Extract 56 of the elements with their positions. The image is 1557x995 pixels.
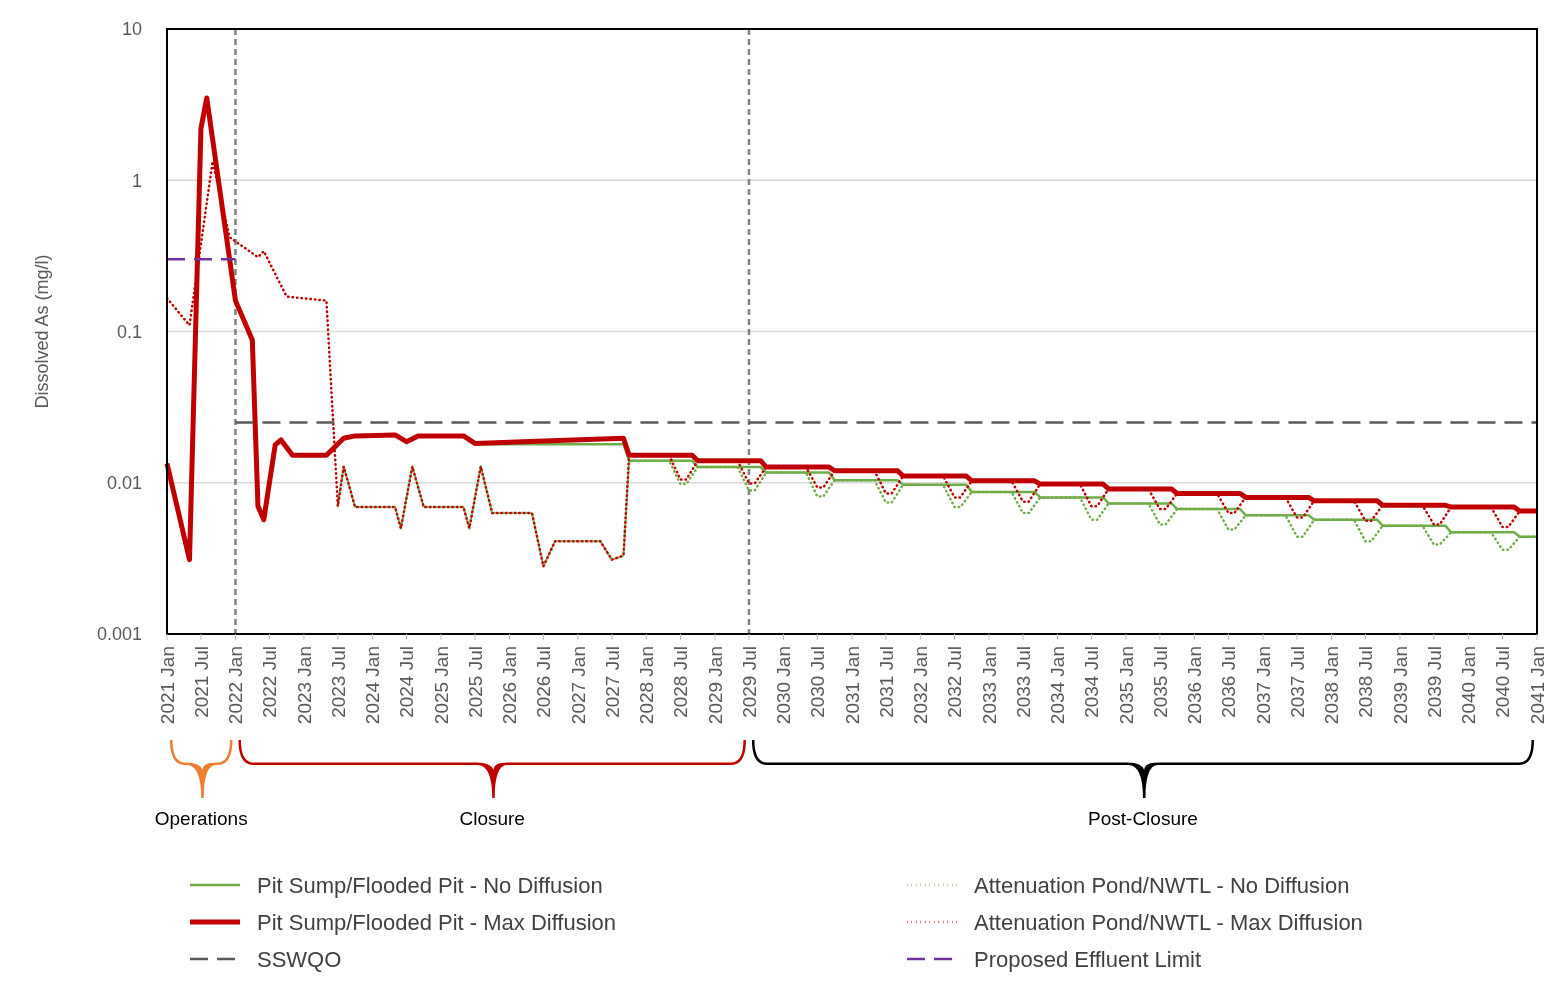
x-tick-label: 2036 Jan — [1184, 646, 1206, 725]
legend-label: SSWQO — [257, 946, 342, 972]
x-tick-label: 2040 Jul — [1492, 646, 1514, 718]
x-tick-label: 2023 Jul — [327, 646, 349, 718]
y-tick-label: 0.001 — [96, 624, 142, 645]
legend-label: Pit Sump/Flooded Pit - Max Diffusion — [257, 909, 617, 935]
x-tick-label: 2034 Jan — [1047, 646, 1069, 725]
x-tick-label: 2033 Jul — [1012, 646, 1034, 718]
x-tick-label: 2040 Jan — [1458, 646, 1480, 725]
x-tick-label: 2027 Jan — [567, 646, 589, 725]
text: Operations — [154, 808, 248, 829]
x-tick-label: 2041 Jan — [1526, 646, 1548, 725]
x-tick-label: 2021 Jan — [156, 646, 178, 725]
x-tick-label: 2026 Jul — [533, 646, 555, 718]
x-tick-label: 2035 Jan — [1115, 646, 1137, 725]
y-tick-label: 10 — [121, 19, 142, 40]
x-tick-label: 2032 Jul — [944, 646, 966, 718]
y-axis-title: Dissolved As (mg/l) — [32, 254, 52, 409]
x-tick-label: 2026 Jan — [499, 646, 521, 725]
y-tick-label: 0.1 — [116, 321, 142, 342]
x-tick-label: 2038 Jul — [1355, 646, 1377, 718]
x-tick-label: 2035 Jul — [1149, 646, 1171, 718]
x-tick-label: 2025 Jul — [464, 646, 486, 718]
x-tick-label: 2024 Jul — [396, 646, 418, 718]
legend-label: Attenuation Pond/NWTL - No Diffusion — [974, 872, 1350, 898]
x-tick-label: 2025 Jan — [430, 646, 452, 725]
x-tick-label: 2031 Jan — [841, 646, 863, 725]
x-tick-label: 2039 Jul — [1423, 646, 1445, 718]
x-tick-label: 2029 Jul — [738, 646, 760, 718]
x-tick-label: 2022 Jan — [225, 646, 247, 725]
x-tick-label: 2033 Jan — [978, 646, 1000, 725]
x-tick-label: 2024 Jan — [362, 646, 384, 725]
x-tick-label: 2030 Jul — [807, 646, 829, 718]
x-tick-label: 2031 Jul — [875, 646, 897, 718]
y-tick-label: 0.01 — [106, 473, 142, 494]
x-tick-label: 2027 Jul — [601, 646, 623, 718]
x-tick-label: 2022 Jul — [259, 646, 281, 718]
x-tick-label: 2039 Jan — [1389, 646, 1411, 725]
x-tick-label: 2037 Jul — [1286, 646, 1308, 718]
x-tick-label: 2032 Jan — [910, 646, 932, 725]
x-tick-label: 2037 Jan — [1252, 646, 1274, 725]
legend-label: Attenuation Pond/NWTL - Max Diffusion — [974, 909, 1363, 935]
x-tick-label: 2038 Jan — [1321, 646, 1343, 725]
x-tick-label: 2030 Jan — [773, 646, 795, 725]
text: Closure — [459, 808, 525, 829]
x-tick-label: 2028 Jul — [670, 646, 692, 718]
x-tick-label: 2023 Jan — [293, 646, 315, 725]
y-tick-label: 1 — [131, 170, 142, 191]
x-tick-label: 2021 Jul — [190, 646, 212, 718]
x-tick-label: 2034 Jul — [1081, 646, 1103, 718]
x-tick-label: 2028 Jan — [636, 646, 658, 725]
x-tick-label: 2029 Jan — [704, 646, 726, 725]
text: Post-Closure — [1088, 808, 1198, 829]
legend-label: Proposed Effluent Limit — [974, 946, 1202, 972]
x-tick-label: 2036 Jul — [1218, 646, 1240, 718]
legend-label: Pit Sump/Flooded Pit - No Diffusion — [257, 872, 603, 898]
